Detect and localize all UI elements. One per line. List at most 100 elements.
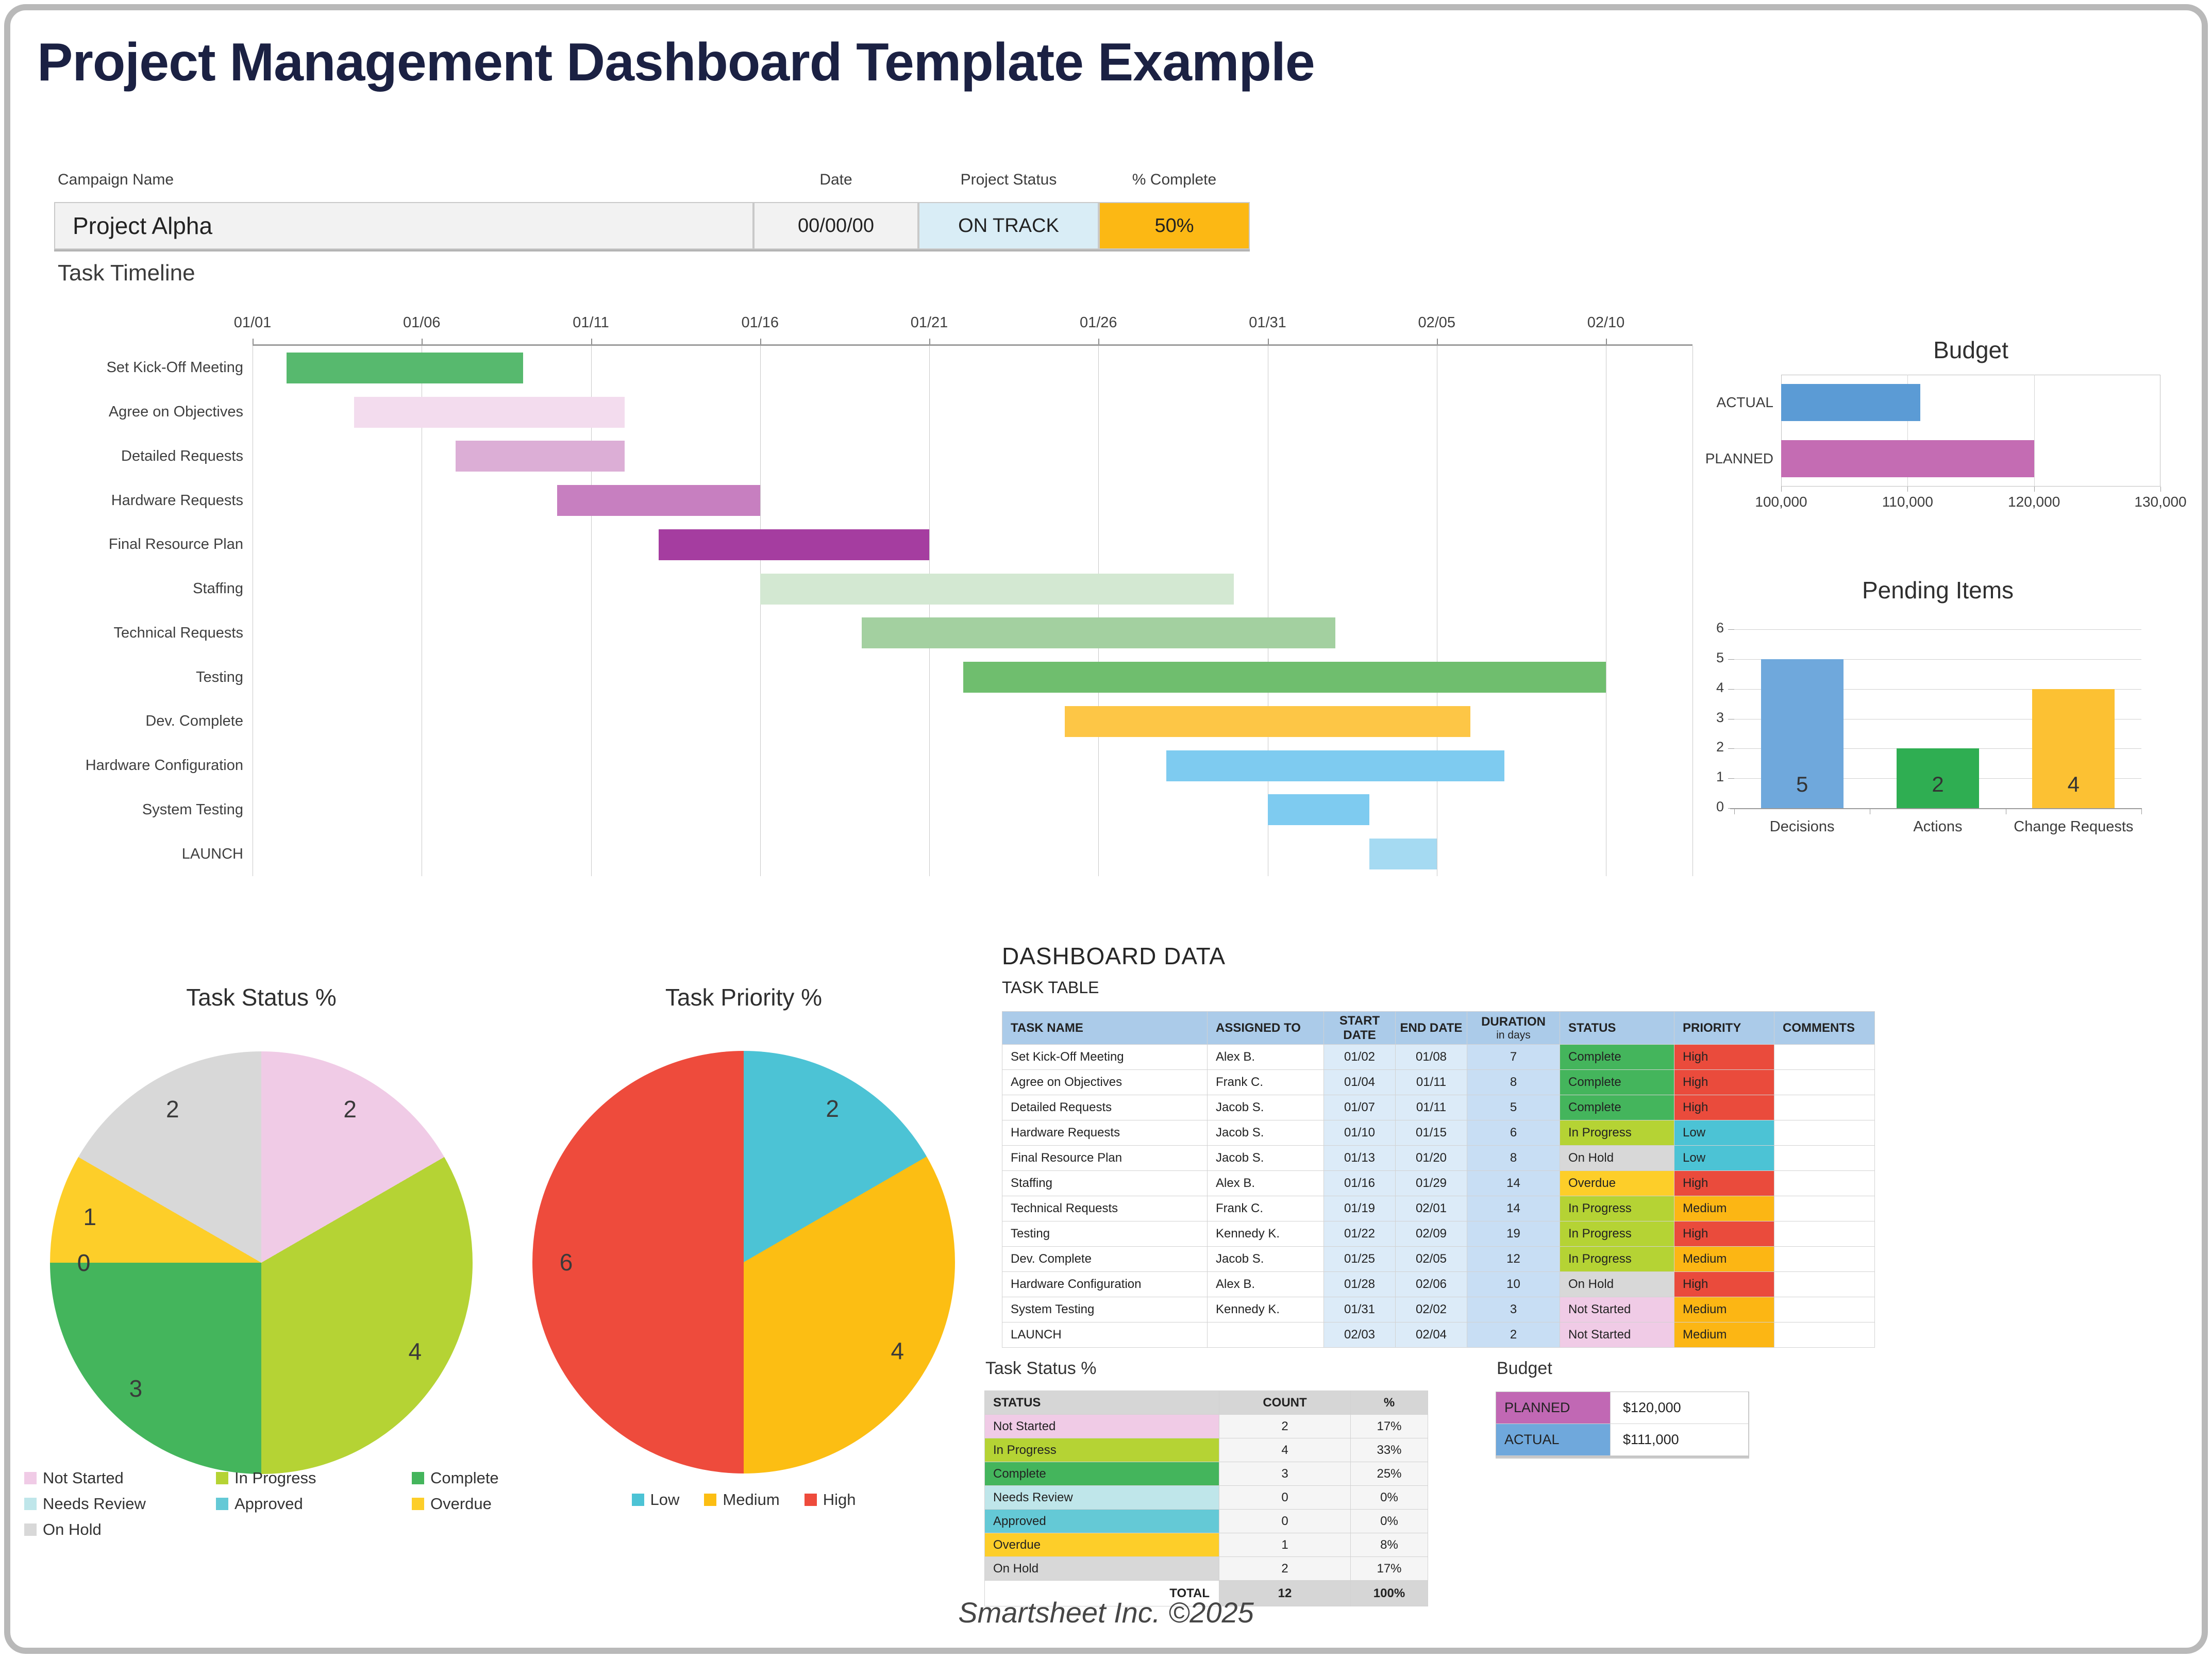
status-pct-cell: 17% xyxy=(1351,1415,1428,1438)
gantt-tick-mark xyxy=(422,339,423,346)
status-name-cell: On Hold xyxy=(985,1557,1219,1581)
table-row: Dev. Complete Jacob S. 01/25 02/05 12 In Prog… xyxy=(1002,1247,1875,1272)
legend-swatch-icon xyxy=(631,1494,644,1506)
pie-slice-value-label: 2 xyxy=(166,1095,179,1123)
gantt-task-label: System Testing xyxy=(142,801,243,818)
assigned-to-cell: Jacob S. xyxy=(1208,1120,1324,1146)
campaign-complete-label: % Complete xyxy=(1132,171,1217,188)
gantt-axis-tick-label: 01/21 xyxy=(910,314,948,331)
gantt-bar xyxy=(1369,839,1437,870)
campaign-complete-cell[interactable]: 50% xyxy=(1099,202,1250,249)
status-name-cell: Overdue xyxy=(985,1533,1219,1557)
comments-cell xyxy=(1774,1322,1875,1348)
task-table: TASK NAME ASSIGNED TO START DATE END DATE DU… xyxy=(1002,1011,1875,1348)
total-count-cell: 12 xyxy=(1219,1581,1351,1606)
pending-x-tick-mark xyxy=(2141,808,2142,814)
budget-gridline xyxy=(1907,375,1908,487)
task-status-pie-title: Task Status % xyxy=(186,984,337,1011)
gantt-bar xyxy=(963,662,1606,693)
assigned-to-cell: Kennedy K. xyxy=(1208,1297,1324,1322)
priority-cell: Medium xyxy=(1674,1297,1774,1322)
budget-tick-mark xyxy=(2160,487,2161,492)
campaign-status-cell[interactable]: ON TRACK xyxy=(918,202,1099,249)
budget-bar xyxy=(1781,384,1920,421)
gantt-axis-tick-label: 01/01 xyxy=(233,314,272,331)
status-cell: On Hold xyxy=(1560,1146,1674,1171)
legend-swatch-icon xyxy=(24,1472,37,1484)
gantt-bar xyxy=(861,617,1335,649)
gantt-axis-tick-label: 01/11 xyxy=(573,314,609,331)
campaign-date-cell[interactable]: 00/00/00 xyxy=(753,202,918,249)
status-count-cell: 3 xyxy=(1219,1462,1351,1486)
task-name-cell: Detailed Requests xyxy=(1002,1095,1208,1120)
priority-cell: High xyxy=(1674,1070,1774,1095)
status-summary-table: STATUS COUNT% Not Started 2 17% In Progress 4 3… xyxy=(984,1391,1428,1606)
gantt-bar xyxy=(1166,750,1505,781)
budget-chart-title: Budget xyxy=(1933,337,2008,363)
gantt-axis-line xyxy=(253,344,1692,346)
status-cell: Complete xyxy=(1560,1045,1674,1070)
budget-category-label: ACTUAL xyxy=(1716,394,1773,410)
table-row: Needs Review 0 0% xyxy=(985,1486,1428,1510)
gantt-tick-mark xyxy=(253,339,254,346)
pending-axis-tick-label: 2 xyxy=(1716,739,1724,755)
pie-slice-value-label: 3 xyxy=(129,1375,143,1402)
start-date-cell: 01/22 xyxy=(1324,1221,1396,1247)
table-row: STATUS COUNT% xyxy=(985,1391,1428,1415)
legend-item: Complete xyxy=(412,1469,560,1487)
pending-gridline xyxy=(1734,629,2141,630)
task-name-cell: Hardware Configuration xyxy=(1002,1272,1208,1297)
comments-cell xyxy=(1774,1196,1875,1221)
pie-slice-value-label: 6 xyxy=(559,1249,573,1276)
budget-axis-tick-label: 120,000 xyxy=(2008,494,2060,510)
priority-cell: Medium xyxy=(1674,1196,1774,1221)
status-cell: In Progress xyxy=(1560,1221,1674,1247)
pie-slice-value-label: 2 xyxy=(826,1095,839,1122)
legend-item: Overdue xyxy=(412,1495,560,1513)
budget-axis-tick-label: 130,000 xyxy=(2134,494,2187,510)
gantt-tick-mark xyxy=(1606,339,1607,346)
legend-label: In Progress xyxy=(234,1469,316,1487)
priority-cell: High xyxy=(1674,1171,1774,1196)
campaign-name-cell[interactable]: Project Alpha xyxy=(54,202,753,249)
comments-cell xyxy=(1774,1146,1875,1171)
legend-swatch-icon xyxy=(412,1498,424,1510)
status-pct-cell: 25% xyxy=(1351,1462,1428,1486)
assigned-to-cell: Kennedy K. xyxy=(1208,1221,1324,1247)
status-pct-cell: 8% xyxy=(1351,1533,1428,1557)
legend-label: Needs Review xyxy=(43,1495,146,1513)
footer-credit: Smartsheet Inc. ©2025 xyxy=(958,1596,1254,1629)
start-date-cell: 01/13 xyxy=(1324,1146,1396,1171)
pending-category-label: Actions xyxy=(1913,818,1963,835)
comments-cell xyxy=(1774,1045,1875,1070)
task-name-cell: Set Kick-Off Meeting xyxy=(1002,1045,1208,1070)
comments-cell xyxy=(1774,1247,1875,1272)
campaign-status-label: Project Status xyxy=(960,171,1057,188)
dashboard-data-heading: DASHBOARD DATA xyxy=(1002,943,1226,969)
status-name-cell: Complete xyxy=(985,1462,1219,1486)
assigned-to-cell: Alex B. xyxy=(1208,1171,1324,1196)
priority-cell: High xyxy=(1674,1221,1774,1247)
table-row: PLANNED $120,000 xyxy=(1496,1392,1749,1424)
pending-axis-tick-label: 3 xyxy=(1716,709,1724,725)
total-pct-cell: 100% xyxy=(1351,1581,1428,1606)
status-count-cell: 2 xyxy=(1219,1415,1351,1438)
gantt-tick-mark xyxy=(760,339,761,346)
status-count-cell: 2 xyxy=(1219,1557,1351,1581)
gantt-gridline xyxy=(591,346,592,876)
status-cell: In Progress xyxy=(1560,1247,1674,1272)
gantt-axis-tick-label: 01/31 xyxy=(1249,314,1286,331)
legend-label: Not Started xyxy=(43,1469,124,1487)
status-cell: In Progress xyxy=(1560,1196,1674,1221)
task-table-heading: TASK TABLE xyxy=(1002,978,1099,997)
pending-axis-tick-label: 6 xyxy=(1716,620,1724,635)
table-row: Staffing Alex B. 01/16 01/29 14 Overdue High xyxy=(1002,1171,1875,1196)
table-row: LAUNCH 02/03 02/04 2 Not Started Medium xyxy=(1002,1322,1875,1348)
pending-axis-tick-label: 4 xyxy=(1716,679,1724,695)
task-name-cell: System Testing xyxy=(1002,1297,1208,1322)
budget-row-value-cell: $111,000 xyxy=(1611,1424,1749,1456)
budget-row-label-cell: ACTUAL xyxy=(1496,1424,1611,1456)
end-date-cell: 02/06 xyxy=(1396,1272,1467,1297)
legend-item: Low xyxy=(631,1490,679,1509)
